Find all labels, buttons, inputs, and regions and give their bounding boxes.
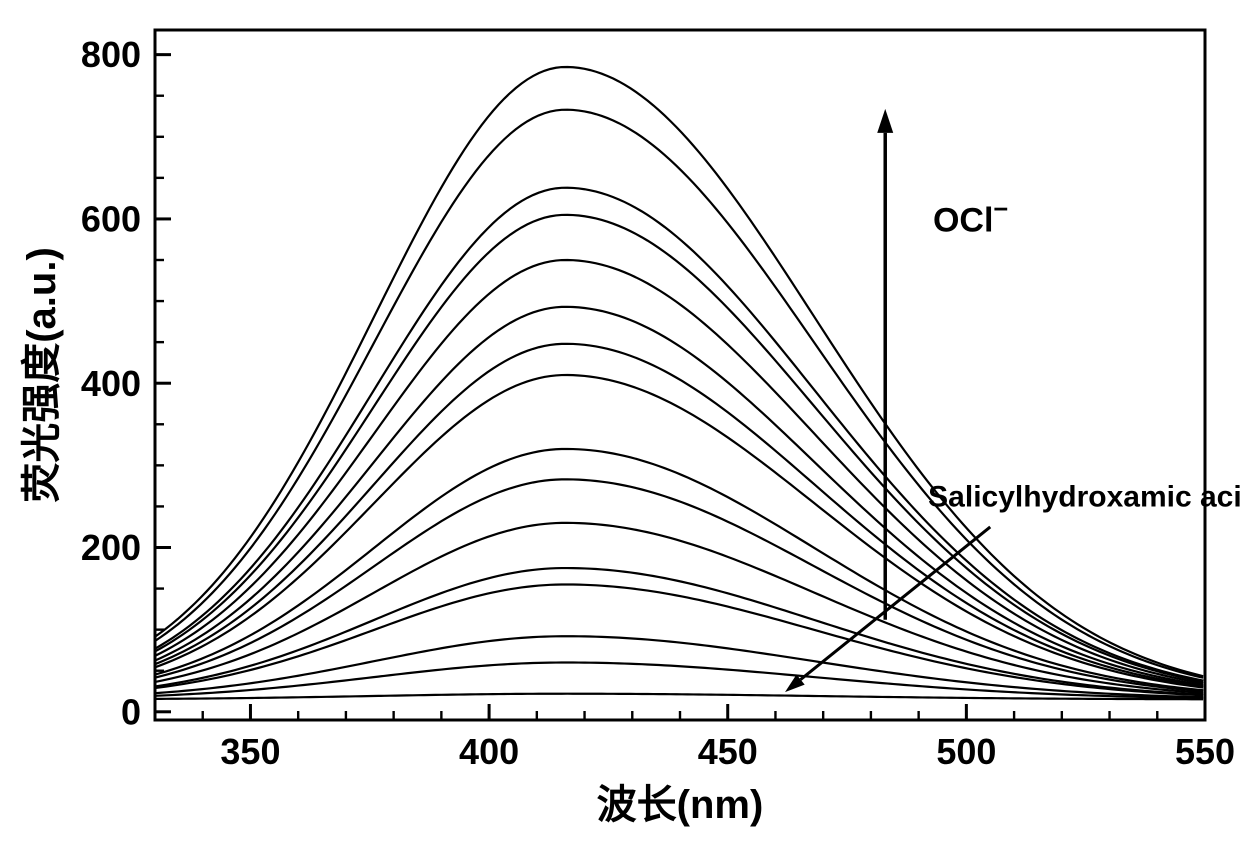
- svg-text:0: 0: [121, 691, 141, 732]
- y-axis-label: 荧光强度(a.u.): [20, 247, 64, 503]
- fluorescence-spectrum-chart: 350 400 450 500 550 波长(nm) 0 200 400 600 800 荧光强度(a…: [0, 0, 1240, 852]
- sha-annotation: Salicylhydroxamic acid: [928, 480, 1240, 513]
- svg-text:400: 400: [459, 731, 519, 772]
- x-axis-label: 波长(nm): [597, 783, 764, 827]
- svg-text:500: 500: [936, 731, 996, 772]
- spectra-curves: [155, 67, 1203, 699]
- svg-text:350: 350: [220, 731, 280, 772]
- ocl-annotation: OCl−: [933, 195, 1008, 239]
- svg-text:400: 400: [81, 363, 141, 404]
- svg-text:550: 550: [1175, 731, 1235, 772]
- svg-text:200: 200: [81, 527, 141, 568]
- svg-text:450: 450: [698, 731, 758, 772]
- svg-text:600: 600: [81, 199, 141, 240]
- svg-text:800: 800: [81, 34, 141, 75]
